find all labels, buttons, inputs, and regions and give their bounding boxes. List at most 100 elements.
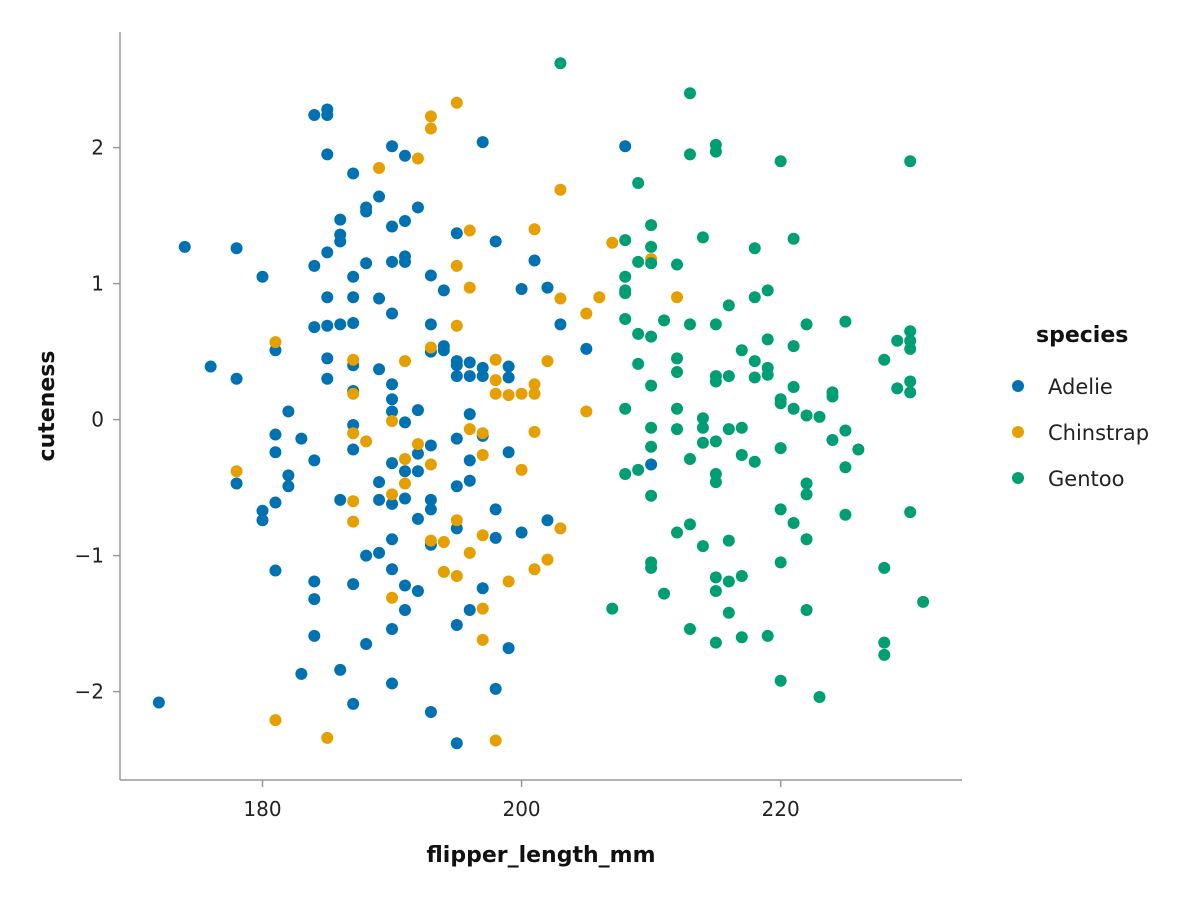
- data-point-gentoo: [683, 623, 696, 636]
- data-point-adelie: [450, 618, 463, 631]
- data-point-adelie: [502, 360, 515, 373]
- legend-label-gentoo: Gentoo: [1048, 467, 1124, 491]
- data-point-gentoo: [645, 257, 658, 270]
- y-tick-label: 2: [91, 136, 104, 160]
- data-point-adelie: [308, 454, 321, 467]
- data-point-chinstrap: [671, 291, 684, 304]
- data-point-chinstrap: [386, 414, 399, 427]
- data-point-chinstrap: [450, 259, 463, 272]
- data-point-adelie: [411, 404, 424, 417]
- data-points: [152, 57, 930, 750]
- data-point-gentoo: [722, 299, 735, 312]
- data-point-adelie: [347, 317, 360, 330]
- data-point-adelie: [450, 432, 463, 445]
- data-point-gentoo: [761, 629, 774, 642]
- data-point-adelie: [450, 737, 463, 750]
- data-point-adelie: [204, 360, 217, 373]
- data-point-gentoo: [632, 357, 645, 370]
- data-point-chinstrap: [502, 575, 515, 588]
- data-point-adelie: [411, 512, 424, 525]
- data-point-adelie: [386, 497, 399, 510]
- data-point-adelie: [450, 480, 463, 493]
- data-point-chinstrap: [386, 591, 399, 604]
- data-point-adelie: [398, 579, 411, 592]
- data-point-adelie: [424, 503, 437, 516]
- data-point-adelie: [476, 136, 489, 149]
- data-point-gentoo: [917, 595, 930, 608]
- data-point-gentoo: [696, 436, 709, 449]
- data-point-gentoo: [722, 370, 735, 383]
- data-point-adelie: [321, 148, 334, 161]
- data-point-adelie: [386, 140, 399, 153]
- data-point-adelie: [398, 492, 411, 505]
- data-point-gentoo: [839, 315, 852, 328]
- x-tick-label: 200: [502, 797, 540, 821]
- data-point-adelie: [295, 667, 308, 680]
- data-point-chinstrap: [347, 353, 360, 366]
- data-point-gentoo: [735, 421, 748, 434]
- y-tick-label: −1: [75, 544, 104, 568]
- data-point-gentoo: [645, 379, 658, 392]
- data-point-gentoo: [800, 533, 813, 546]
- data-point-chinstrap: [398, 453, 411, 466]
- data-point-adelie: [373, 190, 386, 203]
- data-point-gentoo: [658, 587, 671, 600]
- data-point-gentoo: [709, 318, 722, 331]
- data-point-adelie: [386, 563, 399, 576]
- data-point-chinstrap: [463, 224, 476, 237]
- data-point-adelie: [152, 696, 165, 709]
- data-point-chinstrap: [463, 281, 476, 294]
- data-point-gentoo: [619, 468, 632, 480]
- data-point-chinstrap: [424, 458, 437, 471]
- data-point-adelie: [528, 254, 541, 267]
- y-tick-label: 0: [91, 408, 104, 432]
- data-point-chinstrap: [580, 405, 593, 418]
- data-point-adelie: [347, 578, 360, 591]
- data-point-chinstrap: [360, 435, 373, 448]
- data-point-adelie: [489, 235, 502, 248]
- y-axis-title: cuteness: [35, 351, 60, 462]
- data-point-adelie: [334, 213, 347, 226]
- data-point-gentoo: [787, 232, 800, 245]
- data-point-adelie: [398, 465, 411, 478]
- data-point-gentoo: [787, 402, 800, 415]
- data-point-chinstrap: [437, 536, 450, 548]
- y-tick-label: 1: [91, 272, 104, 296]
- data-point-gentoo: [774, 442, 787, 455]
- data-point-adelie: [386, 393, 399, 406]
- data-point-adelie: [386, 378, 399, 391]
- data-point-adelie: [321, 291, 334, 304]
- data-point-gentoo: [696, 231, 709, 244]
- legend: species Adelie Chinstrap Gentoo: [1012, 323, 1149, 491]
- data-point-gentoo: [619, 312, 632, 325]
- data-point-chinstrap: [476, 633, 489, 646]
- data-point-adelie: [373, 476, 386, 489]
- data-point-gentoo: [645, 219, 658, 232]
- data-point-adelie: [373, 292, 386, 305]
- data-point-gentoo: [709, 476, 722, 489]
- data-point-chinstrap: [411, 438, 424, 451]
- data-point-gentoo: [709, 435, 722, 448]
- data-point-adelie: [360, 549, 373, 562]
- data-point-chinstrap: [489, 387, 502, 400]
- data-point-adelie: [515, 283, 528, 296]
- data-point-adelie: [321, 319, 334, 332]
- data-point-gentoo: [671, 402, 684, 415]
- data-point-gentoo: [774, 155, 787, 168]
- data-point-adelie: [554, 318, 567, 331]
- data-point-chinstrap: [489, 374, 502, 387]
- data-point-chinstrap: [373, 162, 386, 174]
- data-point-gentoo: [709, 571, 722, 584]
- data-point-adelie: [502, 642, 515, 655]
- data-point-gentoo: [658, 314, 671, 327]
- data-point-adelie: [386, 220, 399, 233]
- data-point-adelie: [269, 446, 282, 459]
- data-point-gentoo: [761, 284, 774, 297]
- data-point-adelie: [308, 593, 321, 606]
- data-point-gentoo: [645, 489, 658, 502]
- series-gentoo: [554, 57, 930, 704]
- series-chinstrap: [230, 96, 684, 747]
- data-point-chinstrap: [424, 534, 437, 547]
- data-point-adelie: [230, 477, 243, 490]
- data-point-adelie: [230, 372, 243, 385]
